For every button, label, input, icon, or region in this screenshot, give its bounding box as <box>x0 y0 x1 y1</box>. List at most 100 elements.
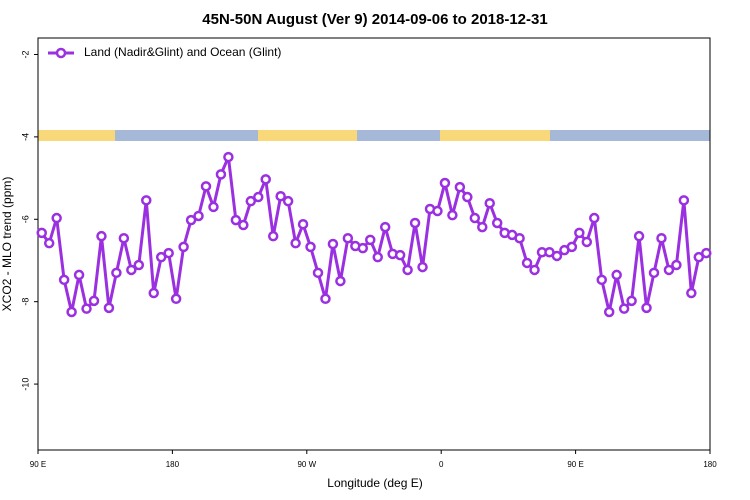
ocean <box>38 130 710 141</box>
data-point <box>529 264 540 276</box>
data-point <box>618 303 630 314</box>
y-tick-label: -10 <box>20 378 30 391</box>
land <box>38 130 115 141</box>
data-point <box>305 241 316 253</box>
data-point <box>574 227 585 239</box>
data-point <box>43 237 55 249</box>
legend-marker <box>55 47 67 59</box>
x-tick-label: 90 E <box>567 460 583 469</box>
data-point <box>663 264 675 276</box>
data-point <box>260 174 271 185</box>
data-point <box>267 230 279 242</box>
data-point <box>163 247 174 259</box>
x-tick-label: 90 E <box>30 460 46 469</box>
data-point <box>185 214 197 226</box>
data-point <box>88 295 100 307</box>
data-point <box>36 227 47 239</box>
data-point <box>282 195 294 207</box>
data-point <box>141 195 152 206</box>
data-point <box>365 234 376 246</box>
y-tick-label: -4 <box>20 133 30 141</box>
data-point <box>581 236 593 248</box>
map-strip <box>38 130 710 141</box>
data-point <box>589 212 600 224</box>
data-point <box>81 303 92 314</box>
data-point <box>238 219 249 231</box>
data-point <box>686 287 697 299</box>
data-point <box>133 259 145 271</box>
data-point <box>118 232 130 244</box>
legend-label: Land (Nadir&Glint) and Ocean (Glint) <box>84 45 281 59</box>
data-point <box>58 274 70 286</box>
chart-title: 45N-50N August (Ver 9) 2014-09-06 to 201… <box>202 11 547 28</box>
data-point <box>170 293 182 305</box>
data-point <box>342 232 354 244</box>
x-tick-label: 0 <box>439 460 444 469</box>
plot-frame <box>37 37 711 451</box>
data-point <box>51 212 62 224</box>
data-point <box>126 264 137 276</box>
data-point <box>111 267 122 279</box>
data-point <box>409 217 421 229</box>
y-tick-label: -6 <box>20 215 30 223</box>
data-point <box>148 287 159 299</box>
y-tick-label: -2 <box>20 50 30 58</box>
data-point <box>297 218 309 230</box>
x-tick-label: 90 W <box>297 460 316 469</box>
data-point <box>402 264 413 276</box>
data-point <box>521 257 533 269</box>
y-tick-label: -8 <box>20 298 30 306</box>
land <box>440 130 550 141</box>
data-point <box>462 191 473 203</box>
y-axis-label: XCO2 - MLO trend (ppm) <box>0 177 14 312</box>
data-point <box>656 232 667 244</box>
data-point <box>394 249 406 261</box>
data-point <box>491 217 503 229</box>
data-point <box>484 197 495 209</box>
series-line <box>40 151 707 313</box>
data-point <box>223 151 234 163</box>
data-point <box>701 247 712 259</box>
data-point <box>432 205 443 217</box>
data-point <box>335 275 346 287</box>
data-point <box>417 261 428 273</box>
data-point <box>155 251 167 263</box>
data-point <box>566 241 578 253</box>
data-point <box>439 177 451 189</box>
data-point <box>671 259 682 271</box>
data-point <box>477 221 488 233</box>
data-point <box>103 302 115 314</box>
data-point <box>200 181 212 192</box>
data-point <box>230 214 242 226</box>
data-point <box>648 267 660 279</box>
data-point <box>678 195 690 206</box>
data-point <box>641 302 652 314</box>
data-point <box>327 238 339 250</box>
data-point <box>693 251 705 263</box>
x-tick-label: 180 <box>166 460 180 469</box>
data-point <box>551 250 563 262</box>
land <box>258 130 357 141</box>
data-point <box>178 241 189 253</box>
data-point <box>379 221 391 233</box>
data-point <box>372 251 383 263</box>
data-point <box>514 232 525 244</box>
data-point <box>73 269 85 281</box>
data-point <box>193 210 204 222</box>
data-point <box>454 181 466 193</box>
data-point <box>469 212 481 224</box>
data-point <box>611 269 622 281</box>
data-point <box>245 195 257 207</box>
data-point <box>215 169 227 180</box>
data-point <box>596 274 607 286</box>
x-tick-label: 180 <box>703 460 717 469</box>
data-point <box>633 230 645 242</box>
data-point <box>290 237 301 249</box>
data-point <box>357 242 369 254</box>
data-point <box>208 201 219 213</box>
data-point <box>320 293 331 305</box>
data-point <box>275 190 286 202</box>
data-point <box>447 209 458 221</box>
